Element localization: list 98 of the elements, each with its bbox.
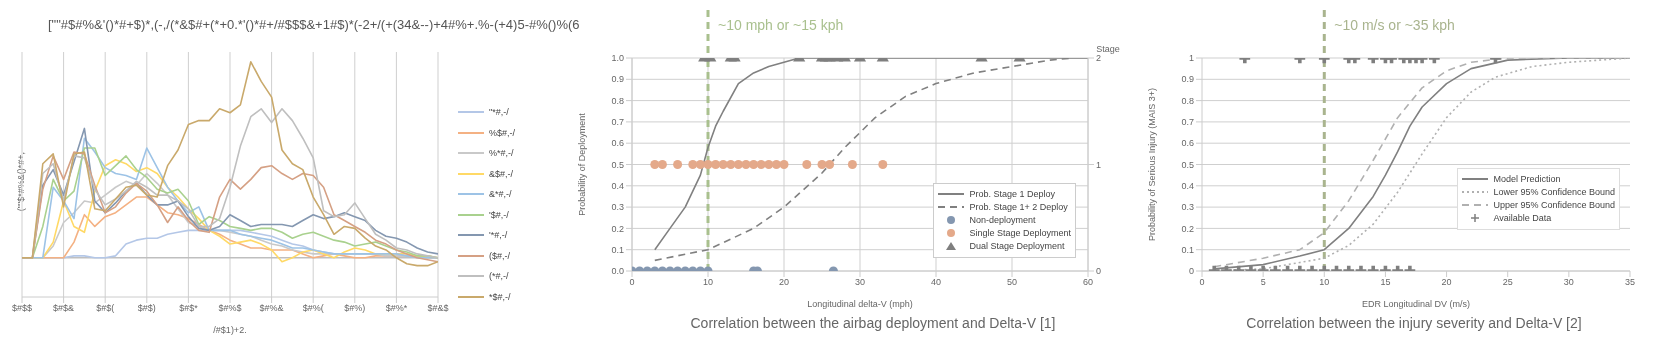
y-tick-label: 1.0 bbox=[611, 53, 624, 64]
y-tick-label: 0.7 bbox=[611, 117, 624, 128]
y-tick-label: 0.8 bbox=[1181, 95, 1194, 106]
legend-label: Single Stage Deployment bbox=[969, 228, 1071, 239]
x-tick-label: 0 bbox=[629, 277, 635, 288]
y2-tick-label: 0 bbox=[1096, 266, 1102, 277]
x-tick-label: 35 bbox=[1624, 277, 1636, 288]
x-tick-label: $#$) bbox=[137, 303, 156, 314]
y-tick-label: 0.4 bbox=[1181, 181, 1194, 191]
x-tick-label: $#%( bbox=[302, 303, 324, 314]
point bbox=[878, 159, 888, 170]
legend-label: Model Prediction bbox=[1493, 174, 1561, 185]
y-tick-label: 0.3 bbox=[1181, 202, 1194, 213]
x-tick-label: 25 bbox=[1502, 277, 1513, 288]
y-tick-label: 0.7 bbox=[1181, 117, 1194, 128]
y-tick-label: 0.1 bbox=[611, 244, 624, 255]
point bbox=[673, 159, 683, 170]
y-tick-label: 1 bbox=[1188, 53, 1194, 64]
x-tick-label: 40 bbox=[930, 277, 942, 288]
legend-label: '*#,-/ bbox=[489, 230, 508, 241]
y-tick-label: 0.0 bbox=[611, 266, 624, 277]
x-tick-label: $#%& bbox=[259, 303, 284, 314]
x-tick-label: $#&$ bbox=[427, 303, 449, 314]
x-axis-title: /#$1)+2. bbox=[213, 325, 247, 335]
legend-label: *$#,-/ bbox=[489, 291, 511, 302]
x-tick-label: $#%$ bbox=[218, 303, 242, 314]
x-tick-label: 10 bbox=[702, 277, 714, 288]
x-tick-label: 15 bbox=[1380, 277, 1391, 288]
text: Correlation between the airbag deployment and Delta-V [1] bbox=[689, 315, 1057, 333]
legend-label: Non-deployment bbox=[969, 215, 1036, 226]
legend-label: ($#,-/ bbox=[489, 250, 511, 261]
y-tick-label: 0.2 bbox=[1181, 223, 1194, 234]
legend-label: "*#,-/ bbox=[489, 107, 509, 118]
x-tick-label: 60 bbox=[1082, 277, 1094, 288]
chart-title: [""#$#%&'()*#+$)*,(-,/(*&$#+(*+0.*'()*#+/#$$$&+1#$)*(-2+/(+(34&--)+4#%+.%-(+4)5-#%()%(6 bbox=[47, 16, 580, 34]
legend-label: (*#,-/ bbox=[489, 271, 509, 282]
x-tick-label: 30 bbox=[854, 277, 866, 288]
y-axis-title: Probability of Serious Injury (MAIS 3+) bbox=[1147, 88, 1158, 241]
y-axis-title: Probability of Deployment bbox=[577, 112, 588, 216]
x-tick-label: $#$& bbox=[53, 303, 75, 314]
x-tick-label: 10 bbox=[1319, 277, 1330, 288]
x-tick-label: 30 bbox=[1563, 277, 1574, 288]
point bbox=[650, 159, 660, 170]
y-tick-label: 0.2 bbox=[611, 223, 624, 234]
legend-label: Lower 95% Confidence Bound bbox=[1493, 187, 1615, 198]
legend-label: Prob. Stage 1 Deploy bbox=[969, 189, 1055, 200]
point bbox=[825, 159, 835, 170]
legend-label: Upper 95% Confidence Bound bbox=[1493, 200, 1615, 211]
point bbox=[711, 159, 721, 170]
legend-label: %$#,-/ bbox=[489, 127, 516, 138]
point bbox=[733, 159, 743, 170]
y2-axis-title: Stage bbox=[1096, 44, 1120, 54]
x-tick-label: 0 bbox=[1199, 277, 1205, 288]
legend-label: Prob. Stage 1+ 2 Deploy bbox=[969, 202, 1068, 213]
y-tick-label: 0.5 bbox=[1181, 159, 1194, 170]
x-axis-title: Longitudinal delta-V (mph) bbox=[807, 299, 913, 309]
text: Correlation between the injury severity and Delta-V [2] bbox=[1245, 315, 1583, 333]
point bbox=[771, 159, 781, 170]
y-tick-label: 0.3 bbox=[611, 202, 624, 213]
y-tick-label: 0 bbox=[1188, 266, 1194, 277]
ref-line-label: ~10 mph or ~15 kph bbox=[718, 17, 844, 33]
y2-tick-label: 1 bbox=[1096, 159, 1102, 170]
x-tick-label: 5 bbox=[1260, 277, 1266, 288]
y-tick-label: 0.6 bbox=[611, 138, 624, 149]
x-tick-label: 20 bbox=[778, 277, 790, 288]
legend-label: '$#,-/ bbox=[489, 209, 509, 220]
x-axis-title: EDR Longitudinal DV (m/s) bbox=[1361, 299, 1471, 309]
y-tick-label: 0.9 bbox=[1181, 74, 1194, 85]
point bbox=[749, 159, 759, 170]
point bbox=[726, 159, 736, 170]
point bbox=[657, 159, 667, 170]
legend-label: %*#,-/ bbox=[489, 148, 514, 159]
x-tick-label: 20 bbox=[1441, 277, 1452, 288]
x-tick-label: $#$( bbox=[96, 303, 115, 314]
x-tick-label: $#$$ bbox=[11, 303, 33, 314]
ref-line-label: ~10 m/s or ~35 kph bbox=[1334, 17, 1455, 33]
y-tick-label: 0.1 bbox=[1181, 244, 1194, 255]
legend-label: &*#,-/ bbox=[489, 189, 512, 200]
x-tick-label: $#%) bbox=[344, 303, 366, 314]
point bbox=[779, 159, 789, 170]
y2-tick-label: 2 bbox=[1096, 53, 1102, 64]
point bbox=[847, 159, 857, 170]
point bbox=[802, 159, 812, 170]
y-tick-label: 0.6 bbox=[1181, 138, 1194, 149]
y-axis-title: (""$*#%&()*#+, bbox=[16, 151, 26, 211]
point bbox=[764, 159, 774, 170]
x-tick-label: $#%* bbox=[385, 303, 408, 314]
legend-label: &$#,-/ bbox=[489, 168, 514, 179]
y-tick-label: 0.9 bbox=[611, 74, 624, 85]
point bbox=[695, 159, 705, 170]
legend-label: Available Data bbox=[1493, 213, 1552, 224]
x-tick-label: 50 bbox=[1006, 277, 1018, 288]
x-tick-label: $#$* bbox=[179, 303, 199, 314]
y-tick-label: 0.8 bbox=[611, 95, 624, 106]
y-tick-label: 0.4 bbox=[611, 181, 624, 191]
legend-label: Dual Stage Deployment bbox=[969, 241, 1065, 252]
y-tick-label: 0.5 bbox=[611, 159, 624, 170]
point bbox=[688, 159, 698, 170]
